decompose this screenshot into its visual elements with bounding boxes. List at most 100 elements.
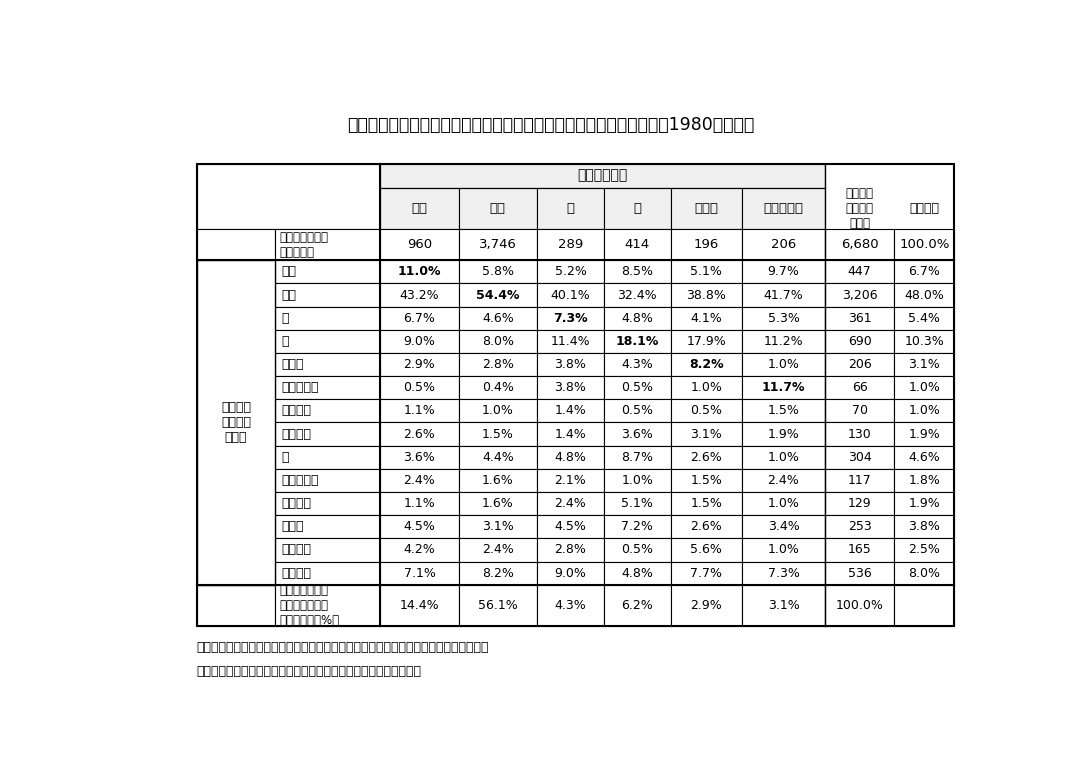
Text: 0.5%: 0.5% (622, 404, 653, 417)
Text: 0.5%: 0.5% (404, 381, 435, 394)
Text: 8.0%: 8.0% (909, 567, 940, 580)
Bar (197, 446, 275, 469)
Text: 8.5%: 8.5% (622, 266, 653, 279)
Text: 1.0%: 1.0% (691, 381, 723, 394)
Bar (604, 376, 671, 400)
Bar (742, 584, 825, 626)
Text: その他国: その他国 (281, 567, 310, 580)
Text: 40.1%: 40.1% (551, 289, 591, 302)
Text: 6,680: 6,680 (841, 238, 879, 251)
Bar (380, 446, 459, 469)
Text: 0.5%: 0.5% (622, 544, 653, 557)
Text: 2.9%: 2.9% (691, 599, 722, 612)
Text: 66: 66 (852, 381, 868, 394)
Bar (537, 306, 604, 330)
Bar (671, 423, 742, 446)
Text: 5.1%: 5.1% (691, 266, 723, 279)
Bar (895, 229, 954, 260)
Bar (825, 561, 895, 584)
Bar (275, 400, 380, 423)
Text: 6.7%: 6.7% (404, 312, 435, 325)
Bar (895, 400, 954, 423)
Bar (895, 446, 954, 469)
Bar (197, 260, 275, 584)
Text: 独: 独 (281, 312, 289, 325)
Bar (825, 400, 895, 423)
Text: 米国: 米国 (281, 289, 296, 302)
Text: 1.5%: 1.5% (691, 474, 723, 487)
Bar (825, 515, 895, 538)
Bar (459, 260, 537, 283)
Text: 0.5%: 0.5% (622, 381, 653, 394)
Bar (742, 423, 825, 446)
Text: 出願人所在国: 出願人所在国 (578, 169, 627, 182)
Bar (197, 306, 275, 330)
Text: スイス: スイス (695, 202, 719, 215)
Text: 注）日本に上市された医薬品の物質特許（米国出願されている特許）における引用論文: 注）日本に上市された医薬品の物質特許（米国出願されている特許）における引用論文 (197, 641, 489, 654)
Bar (604, 283, 671, 306)
Bar (537, 561, 604, 584)
Bar (275, 283, 380, 306)
Bar (197, 163, 380, 188)
Text: 54.4%: 54.4% (476, 289, 520, 302)
Bar (537, 376, 604, 400)
Text: 4.5%: 4.5% (404, 521, 435, 534)
Bar (825, 188, 895, 229)
Text: 英: 英 (281, 335, 289, 348)
Bar (197, 163, 954, 626)
Bar (197, 492, 275, 515)
Text: 11.7%: 11.7% (761, 381, 806, 394)
Bar (275, 538, 380, 561)
Bar (537, 538, 604, 561)
Text: 41.7%: 41.7% (764, 289, 803, 302)
Bar (825, 306, 895, 330)
Text: 出願人による引用数合計は表示をしていない全ての国を含む。: 出願人による引用数合計は表示をしていない全ての国を含む。 (197, 665, 422, 678)
Bar (197, 400, 275, 423)
Bar (604, 515, 671, 538)
Text: 8.2%: 8.2% (482, 567, 513, 580)
Bar (671, 306, 742, 330)
Text: 出願人に
よる引用
数合計: 出願人に よる引用 数合計 (845, 187, 873, 230)
Text: 43.2%: 43.2% (400, 289, 439, 302)
Text: 2.4%: 2.4% (554, 497, 586, 510)
Text: 4.8%: 4.8% (622, 312, 653, 325)
Text: 7.3%: 7.3% (553, 312, 587, 325)
Text: 7.3%: 7.3% (768, 567, 799, 580)
Text: 48.0%: 48.0% (904, 289, 944, 302)
Bar (537, 283, 604, 306)
Bar (895, 353, 954, 376)
Text: 3.8%: 3.8% (909, 521, 940, 534)
Bar (895, 163, 954, 188)
Bar (742, 400, 825, 423)
Text: 6.2%: 6.2% (622, 599, 653, 612)
Text: 117: 117 (847, 474, 871, 487)
Bar (604, 538, 671, 561)
Bar (537, 515, 604, 538)
Text: 14.4%: 14.4% (400, 599, 439, 612)
Text: 4.8%: 4.8% (554, 450, 586, 464)
Bar (671, 376, 742, 400)
Bar (895, 306, 954, 330)
Text: 2.9%: 2.9% (404, 358, 435, 371)
Bar (380, 188, 459, 229)
Bar (197, 515, 275, 538)
Text: スイス: スイス (281, 358, 304, 371)
Bar (895, 283, 954, 306)
Text: 7.1%: 7.1% (404, 567, 435, 580)
Text: 2.6%: 2.6% (404, 427, 435, 440)
Bar (459, 330, 537, 353)
Bar (671, 469, 742, 492)
Bar (537, 229, 604, 260)
Bar (537, 584, 604, 626)
Text: 2.4%: 2.4% (404, 474, 435, 487)
Text: 3.6%: 3.6% (404, 450, 435, 464)
Bar (742, 353, 825, 376)
Text: 3.4%: 3.4% (768, 521, 799, 534)
Bar (604, 260, 671, 283)
Text: 4.2%: 4.2% (404, 544, 435, 557)
Bar (197, 330, 275, 353)
Bar (671, 188, 742, 229)
Bar (742, 283, 825, 306)
Text: 1.0%: 1.0% (768, 358, 799, 371)
Bar (380, 538, 459, 561)
